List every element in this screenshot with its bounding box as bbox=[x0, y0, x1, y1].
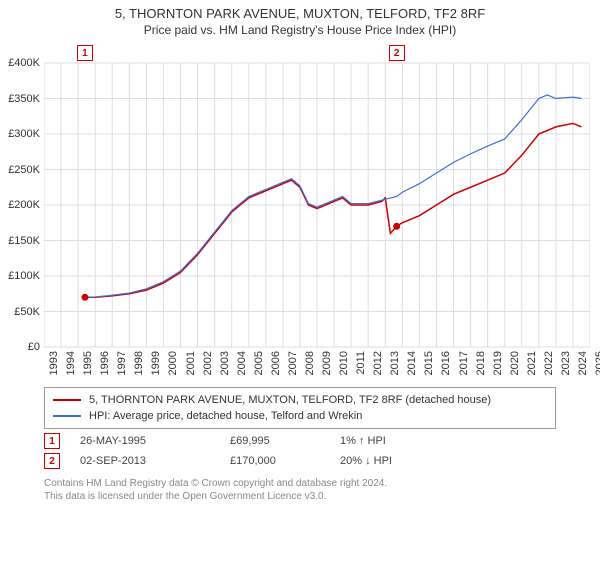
x-tick-label: 1999 bbox=[150, 351, 162, 375]
x-tick-label: 2008 bbox=[304, 351, 316, 375]
x-tick-label: 2012 bbox=[372, 351, 384, 375]
legend-label: 5, THORNTON PARK AVENUE, MUXTON, TELFORD… bbox=[89, 394, 491, 406]
x-tick-label: 2005 bbox=[253, 351, 265, 375]
y-tick-label: £250K bbox=[0, 164, 40, 176]
y-tick-label: £150K bbox=[0, 235, 40, 247]
chart-marker-badge: 1 bbox=[77, 45, 93, 61]
x-tick-label: 1994 bbox=[65, 351, 77, 375]
legend-swatch bbox=[53, 415, 81, 417]
y-tick-label: £350K bbox=[0, 93, 40, 105]
x-tick-label: 2001 bbox=[185, 351, 197, 375]
y-tick-label: £0 bbox=[0, 341, 40, 353]
marker-price: £170,000 bbox=[230, 455, 320, 467]
line-chart bbox=[44, 41, 590, 381]
marker-pct: 1% ↑ HPI bbox=[340, 435, 440, 447]
x-tick-label: 2004 bbox=[236, 351, 248, 375]
marker-row: 1 26-MAY-1995 £69,995 1% ↑ HPI bbox=[44, 433, 556, 449]
marker-pct: 20% ↓ HPI bbox=[340, 455, 440, 467]
legend-item: 5, THORNTON PARK AVENUE, MUXTON, TELFORD… bbox=[53, 392, 547, 408]
x-tick-label: 2016 bbox=[440, 351, 452, 375]
chart-marker-badge: 2 bbox=[389, 45, 405, 61]
x-tick-label: 2006 bbox=[270, 351, 282, 375]
marker-row: 2 02-SEP-2013 £170,000 20% ↓ HPI bbox=[44, 453, 556, 469]
x-tick-label: 1993 bbox=[48, 351, 60, 375]
chart-subtitle: Price paid vs. HM Land Registry's House … bbox=[0, 23, 600, 37]
x-tick-label: 1995 bbox=[82, 351, 94, 375]
x-tick-label: 2010 bbox=[338, 351, 350, 375]
y-tick-label: £400K bbox=[0, 57, 40, 69]
x-tick-label: 2021 bbox=[526, 351, 538, 375]
x-tick-label: 2003 bbox=[219, 351, 231, 375]
marker-date: 02-SEP-2013 bbox=[80, 455, 210, 467]
y-tick-label: £100K bbox=[0, 270, 40, 282]
marker-date: 26-MAY-1995 bbox=[80, 435, 210, 447]
x-tick-label: 1997 bbox=[116, 351, 128, 375]
x-tick-label: 2019 bbox=[492, 351, 504, 375]
x-tick-label: 2007 bbox=[287, 351, 299, 375]
legend-label: HPI: Average price, detached house, Telf… bbox=[89, 410, 362, 422]
x-tick-label: 2014 bbox=[406, 351, 418, 375]
y-tick-label: £50K bbox=[0, 306, 40, 318]
chart-title: 5, THORNTON PARK AVENUE, MUXTON, TELFORD… bbox=[0, 6, 600, 21]
footer-line: Contains HM Land Registry data © Crown c… bbox=[44, 477, 556, 490]
x-tick-label: 2009 bbox=[321, 351, 333, 375]
x-tick-label: 2024 bbox=[577, 351, 589, 375]
legend-swatch bbox=[53, 399, 81, 401]
x-tick-label: 2002 bbox=[202, 351, 214, 375]
x-tick-label: 2011 bbox=[355, 351, 367, 375]
x-tick-label: 2017 bbox=[458, 351, 470, 375]
chart-area: £0£50K£100K£150K£200K£250K£300K£350K£400… bbox=[44, 41, 590, 381]
x-tick-label: 2000 bbox=[167, 351, 179, 375]
x-tick-label: 2015 bbox=[423, 351, 435, 375]
footer: Contains HM Land Registry data © Crown c… bbox=[44, 477, 556, 503]
x-tick-label: 2018 bbox=[475, 351, 487, 375]
y-tick-label: £200K bbox=[0, 199, 40, 211]
legend: 5, THORNTON PARK AVENUE, MUXTON, TELFORD… bbox=[44, 387, 556, 429]
y-tick-label: £300K bbox=[0, 128, 40, 140]
x-tick-label: 2022 bbox=[543, 351, 555, 375]
footer-line: This data is licensed under the Open Gov… bbox=[44, 490, 556, 503]
marker-price: £69,995 bbox=[230, 435, 320, 447]
x-tick-label: 2013 bbox=[389, 351, 401, 375]
x-tick-label: 2023 bbox=[560, 351, 572, 375]
x-tick-label: 1996 bbox=[99, 351, 111, 375]
x-tick-label: 1998 bbox=[133, 351, 145, 375]
legend-item: HPI: Average price, detached house, Telf… bbox=[53, 408, 547, 424]
marker-badge: 1 bbox=[44, 433, 60, 449]
x-tick-label: 2025 bbox=[594, 351, 600, 375]
x-tick-label: 2020 bbox=[509, 351, 521, 375]
marker-badge: 2 bbox=[44, 453, 60, 469]
